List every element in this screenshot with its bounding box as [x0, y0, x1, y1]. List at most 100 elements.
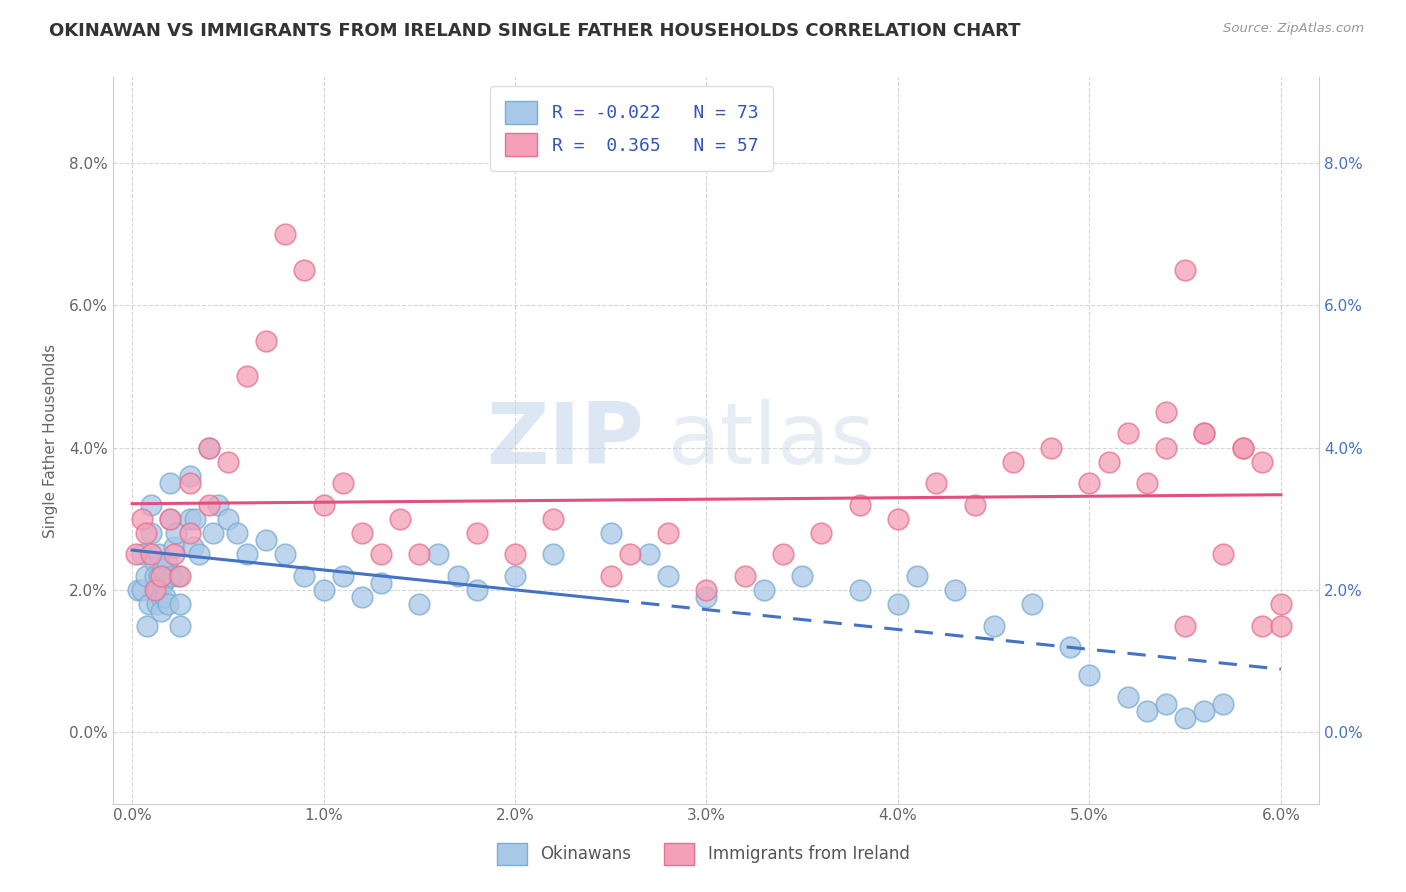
Point	[408, 548, 430, 562]
Point	[179, 476, 201, 491]
Point	[657, 526, 679, 541]
Point	[1136, 476, 1159, 491]
Point	[131, 582, 153, 597]
Point	[183, 541, 205, 555]
Point	[141, 498, 163, 512]
Point	[138, 597, 160, 611]
Point	[1232, 441, 1254, 455]
Point	[163, 541, 186, 555]
Point	[370, 575, 392, 590]
Point	[695, 590, 717, 604]
Point	[143, 582, 166, 597]
Point	[201, 526, 224, 541]
Point	[131, 548, 153, 562]
Point	[197, 498, 219, 512]
Point	[197, 441, 219, 455]
Point	[149, 604, 172, 618]
Point	[1154, 405, 1177, 419]
Point	[983, 618, 1005, 632]
Point	[159, 476, 181, 491]
Point	[1212, 697, 1234, 711]
Point	[188, 548, 211, 562]
Point	[657, 569, 679, 583]
Point	[772, 548, 794, 562]
Point	[1212, 548, 1234, 562]
Point	[887, 597, 910, 611]
Text: ZIP: ZIP	[486, 399, 644, 482]
Point	[152, 562, 174, 576]
Point	[179, 526, 201, 541]
Point	[1154, 697, 1177, 711]
Point	[274, 548, 297, 562]
Legend: Okinawans, Immigrants from Ireland: Okinawans, Immigrants from Ireland	[486, 833, 920, 875]
Point	[1174, 618, 1197, 632]
Point	[157, 597, 180, 611]
Point	[197, 441, 219, 455]
Point	[162, 569, 184, 583]
Point	[159, 512, 181, 526]
Point	[543, 548, 565, 562]
Point	[1270, 618, 1292, 632]
Point	[638, 548, 661, 562]
Point	[1194, 426, 1216, 441]
Point	[163, 548, 186, 562]
Point	[503, 548, 526, 562]
Point	[1232, 441, 1254, 455]
Point	[370, 548, 392, 562]
Point	[136, 618, 159, 632]
Point	[169, 569, 191, 583]
Point	[184, 512, 207, 526]
Point	[1194, 426, 1216, 441]
Point	[408, 597, 430, 611]
Point	[619, 548, 641, 562]
Point	[1194, 704, 1216, 718]
Point	[149, 590, 172, 604]
Point	[925, 476, 948, 491]
Point	[465, 582, 488, 597]
Point	[254, 334, 277, 348]
Point	[943, 582, 966, 597]
Point	[152, 575, 174, 590]
Point	[1116, 690, 1139, 704]
Point	[125, 548, 148, 562]
Point	[236, 548, 259, 562]
Point	[236, 369, 259, 384]
Point	[1059, 640, 1081, 654]
Point	[179, 512, 201, 526]
Point	[169, 597, 191, 611]
Point	[599, 569, 621, 583]
Point	[146, 597, 169, 611]
Point	[179, 469, 201, 483]
Point	[134, 569, 156, 583]
Point	[332, 476, 354, 491]
Point	[389, 512, 412, 526]
Text: atlas: atlas	[668, 399, 876, 482]
Point	[1174, 262, 1197, 277]
Point	[1001, 455, 1024, 469]
Point	[332, 569, 354, 583]
Point	[792, 569, 814, 583]
Point	[217, 512, 239, 526]
Point	[848, 582, 870, 597]
Point	[127, 582, 149, 597]
Point	[963, 498, 986, 512]
Point	[1078, 476, 1101, 491]
Point	[752, 582, 775, 597]
Point	[1136, 704, 1159, 718]
Point	[167, 569, 190, 583]
Point	[1116, 426, 1139, 441]
Point	[217, 455, 239, 469]
Point	[143, 569, 166, 583]
Point	[734, 569, 756, 583]
Point	[274, 227, 297, 241]
Point	[1040, 441, 1063, 455]
Point	[148, 548, 170, 562]
Point	[1097, 455, 1119, 469]
Point	[149, 569, 172, 583]
Point	[312, 498, 335, 512]
Point	[141, 548, 163, 562]
Point	[1021, 597, 1043, 611]
Point	[1078, 668, 1101, 682]
Point	[312, 582, 335, 597]
Point	[153, 590, 176, 604]
